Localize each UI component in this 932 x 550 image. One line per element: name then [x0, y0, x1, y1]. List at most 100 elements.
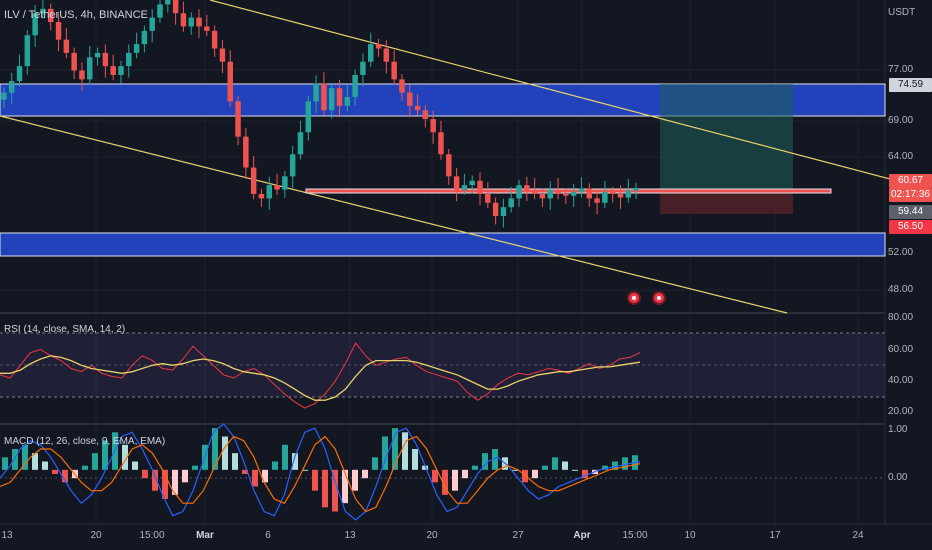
macd-histogram-bar	[132, 461, 138, 470]
time-tick: 6	[265, 530, 271, 541]
macd-histogram-bar	[42, 461, 48, 470]
macd-histogram-bar	[162, 469, 168, 499]
long-position-stop-area[interactable]	[660, 192, 793, 214]
macd-histogram-bar	[322, 469, 328, 508]
stop-price-tag: 56.50	[889, 220, 932, 234]
us-flag-event-icon[interactable]	[627, 291, 641, 305]
candle-body	[438, 132, 444, 155]
macd-histogram-bar	[272, 461, 278, 470]
channel-lower-trendline[interactable]	[0, 115, 788, 314]
horizontal-support-level[interactable]	[305, 188, 832, 194]
macd-histogram-bar	[292, 453, 298, 470]
macd-histogram-bar	[362, 469, 368, 479]
candle-body	[368, 44, 374, 62]
macd-histogram-bar	[232, 453, 238, 470]
candle-body	[282, 176, 288, 190]
candle-body	[250, 167, 257, 194]
candle-body	[524, 185, 530, 190]
candle-body	[539, 193, 546, 199]
candle-body	[313, 83, 319, 102]
macd-histogram-bar	[462, 469, 468, 479]
candle-body	[383, 48, 390, 62]
us-flag-event-icon[interactable]	[652, 291, 666, 305]
macd-label[interactable]: MACD (12, 26, close, 9, EMA, EMA)	[4, 436, 166, 447]
time-tick: 13	[344, 530, 356, 541]
candle-body	[149, 17, 155, 31]
target-price-tag: 74.59	[889, 78, 932, 92]
candle-body	[430, 119, 436, 133]
macd-series[interactable]	[0, 423, 641, 521]
candle-body	[555, 189, 561, 194]
candle-body	[55, 22, 62, 40]
candle-body	[172, 0, 179, 14]
candle-body	[165, 0, 171, 5]
macd-histogram-bar	[432, 469, 438, 483]
long-position-target-area[interactable]	[660, 84, 793, 190]
rsi-band-background	[0, 333, 885, 397]
macd-histogram-bar	[12, 449, 18, 470]
candle-body	[32, 13, 38, 36]
candle-body	[336, 88, 343, 106]
macd-histogram-bar	[302, 469, 308, 471]
candle-body	[586, 188, 592, 199]
candle-body	[274, 185, 280, 190]
macd-histogram-bar	[392, 428, 398, 470]
candle-body	[227, 61, 233, 102]
candlestick-series[interactable]	[1, 0, 639, 228]
candle-body	[235, 101, 241, 137]
quote-currency-label: USDT	[888, 7, 916, 18]
rsi-series[interactable]	[0, 342, 641, 409]
macd-histogram-bar	[532, 469, 538, 479]
macd-histogram-bar	[52, 469, 58, 474]
macd-histogram-bar	[332, 469, 338, 512]
channel-upper-trendline[interactable]	[209, 0, 932, 191]
time-tick: 10	[684, 530, 696, 541]
macd-histogram-bar	[452, 469, 458, 491]
entry-price-tag: 59.44	[889, 205, 932, 219]
macd-histogram-bar	[552, 457, 558, 470]
support-zone[interactable]	[0, 232, 886, 257]
rsi-label[interactable]: RSI (14, close, SMA, 14, 2)	[4, 324, 126, 335]
candle-body	[204, 26, 210, 31]
candle-body	[188, 17, 194, 27]
candle-body	[133, 44, 140, 53]
candle-body	[375, 44, 382, 49]
price-tick: 64.00	[888, 151, 914, 162]
candle-body	[126, 52, 132, 67]
macd-signal-line	[0, 435, 641, 513]
macd-histogram-bar	[252, 469, 258, 487]
rsi-ma-line	[0, 355, 641, 401]
macd-histogram-bar	[102, 440, 108, 470]
macd-histogram-bar	[542, 465, 548, 470]
macd-histogram-bar	[262, 469, 268, 483]
candle-body	[352, 74, 358, 97]
macd-histogram-bar	[2, 457, 8, 470]
macd-histogram-bar	[282, 444, 288, 470]
time-tick: Mar	[196, 530, 214, 541]
candle-body	[1, 92, 7, 100]
macd-histogram-bar	[142, 469, 148, 479]
candle-body	[633, 188, 639, 191]
macd-histogram-bar	[582, 469, 588, 479]
candle-body	[547, 189, 553, 199]
macd-histogram-bar	[22, 444, 28, 470]
macd-histogram-bar	[62, 469, 68, 483]
price-tick: 48.00	[888, 284, 914, 295]
time-tick: Apr	[573, 530, 591, 541]
macd-histogram-bar	[512, 469, 518, 471]
candle-body	[625, 190, 632, 198]
rsi-tick: 20.00	[888, 406, 914, 417]
candle-body	[87, 57, 93, 80]
symbol-title[interactable]: ILV / TetherUS, 4h, BINANCE	[4, 9, 148, 21]
candle-body	[157, 4, 163, 18]
candle-body	[71, 52, 77, 71]
macd-histogram-bar	[622, 457, 628, 470]
time-tick: 27	[512, 530, 524, 541]
candle-body	[110, 66, 116, 75]
time-tick: 20	[90, 530, 102, 541]
candle-body	[446, 154, 452, 177]
candle-body	[79, 70, 85, 80]
macd-histogram-bar	[562, 461, 568, 470]
